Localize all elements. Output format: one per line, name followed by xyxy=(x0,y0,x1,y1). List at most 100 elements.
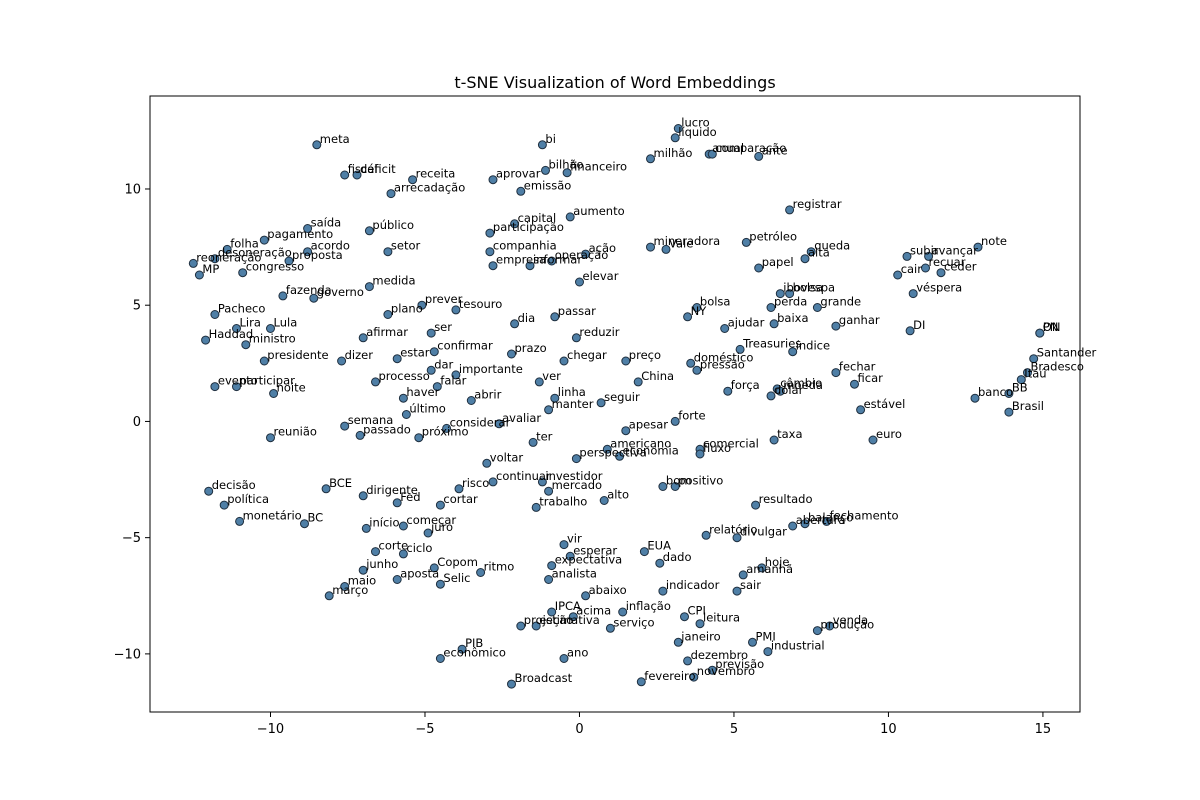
data-point xyxy=(788,347,798,357)
point-label: folha xyxy=(230,236,259,250)
point-label: ante xyxy=(762,143,788,157)
point-label: bi xyxy=(545,132,556,146)
y-axis: −10 −5 0 5 10 xyxy=(114,182,150,662)
point-label: dezembro xyxy=(691,648,749,662)
data-point xyxy=(537,140,547,150)
data-point xyxy=(364,282,374,292)
data-point xyxy=(358,565,368,575)
data-point xyxy=(670,133,680,143)
data-point xyxy=(683,312,693,322)
point-label: Fed xyxy=(400,490,420,504)
data-point xyxy=(340,170,350,180)
point-label: projeção xyxy=(524,613,574,627)
point-label: inflação xyxy=(626,599,671,613)
data-point xyxy=(568,612,578,622)
data-point xyxy=(321,484,331,494)
data-point xyxy=(537,477,547,487)
point-label: investidor xyxy=(545,469,602,483)
data-point xyxy=(751,500,761,510)
data-point xyxy=(1035,328,1045,338)
data-point xyxy=(442,423,452,433)
data-point xyxy=(754,263,764,273)
point-label: receita xyxy=(416,167,456,181)
point-label: linha xyxy=(558,385,586,399)
data-point xyxy=(559,356,569,366)
data-point xyxy=(673,124,683,133)
point-label: déficit xyxy=(360,162,396,176)
data-point xyxy=(550,393,560,403)
point-label: dólar xyxy=(774,383,804,397)
point-label: resultado xyxy=(759,492,813,506)
point-label: BB xyxy=(1012,381,1028,395)
point-label: BCE xyxy=(329,476,352,490)
data-point xyxy=(732,533,742,543)
point-label: Santander xyxy=(1037,346,1097,360)
data-point xyxy=(775,289,785,299)
point-label: dirigente xyxy=(366,483,418,497)
point-label: bom xyxy=(666,474,692,488)
point-label: ter xyxy=(536,429,553,443)
point-label: evento xyxy=(218,374,258,388)
point-label: companhia xyxy=(493,239,557,253)
point-label: dizer xyxy=(345,348,374,362)
data-point xyxy=(754,151,764,161)
data-point xyxy=(571,333,581,343)
point-label: subir xyxy=(910,243,939,257)
point-label: mercado xyxy=(552,478,602,492)
data-point xyxy=(1023,368,1032,378)
data-point xyxy=(485,228,495,238)
data-point xyxy=(670,482,680,491)
point-label: baixa xyxy=(777,311,808,325)
data-point xyxy=(525,261,535,271)
point-label: alto xyxy=(607,488,629,502)
data-point xyxy=(417,300,427,310)
point-label: registrar xyxy=(793,197,842,211)
data-point xyxy=(266,433,275,443)
data-point xyxy=(785,205,795,215)
data-point xyxy=(599,496,609,505)
data-point xyxy=(831,321,841,331)
x-tick-label: 5 xyxy=(730,722,738,737)
data-point xyxy=(210,382,220,392)
point-label: público xyxy=(372,218,414,232)
data-point xyxy=(735,344,745,354)
point-label: Broadcast xyxy=(515,671,573,685)
point-label: estar xyxy=(400,346,430,360)
data-point xyxy=(720,324,730,333)
data-point xyxy=(398,521,408,531)
point-label: maio xyxy=(348,574,376,588)
point-label: índice xyxy=(796,339,830,353)
data-point xyxy=(383,247,393,257)
data-point xyxy=(692,365,702,375)
data-point xyxy=(401,410,411,419)
data-point xyxy=(769,435,779,445)
data-point xyxy=(222,244,232,254)
point-label: Itaú xyxy=(1024,367,1046,381)
data-point xyxy=(358,333,368,343)
data-point xyxy=(516,621,526,631)
point-label: perspectiva xyxy=(579,446,646,460)
data-point xyxy=(451,370,461,380)
data-point xyxy=(856,405,866,415)
point-label: ceder xyxy=(944,260,977,274)
data-point xyxy=(689,672,699,682)
point-label: fevereiro xyxy=(644,669,695,683)
data-point xyxy=(673,637,683,647)
data-point xyxy=(392,354,402,364)
point-label: acordo xyxy=(311,239,350,253)
data-point xyxy=(766,391,776,401)
point-label: ritmo xyxy=(484,560,515,574)
x-tick-label: 0 xyxy=(575,722,583,737)
point-label: Haddad xyxy=(209,327,254,341)
point-label: ministro xyxy=(249,332,296,346)
data-point xyxy=(352,170,362,180)
point-label: continuar xyxy=(496,469,551,483)
data-point xyxy=(241,340,251,350)
point-label: pagamento xyxy=(267,227,333,241)
point-label: semana xyxy=(348,413,394,427)
data-point xyxy=(738,570,748,580)
point-label: ficar xyxy=(858,371,884,385)
data-point xyxy=(414,433,424,443)
point-label: previsão xyxy=(715,657,764,671)
